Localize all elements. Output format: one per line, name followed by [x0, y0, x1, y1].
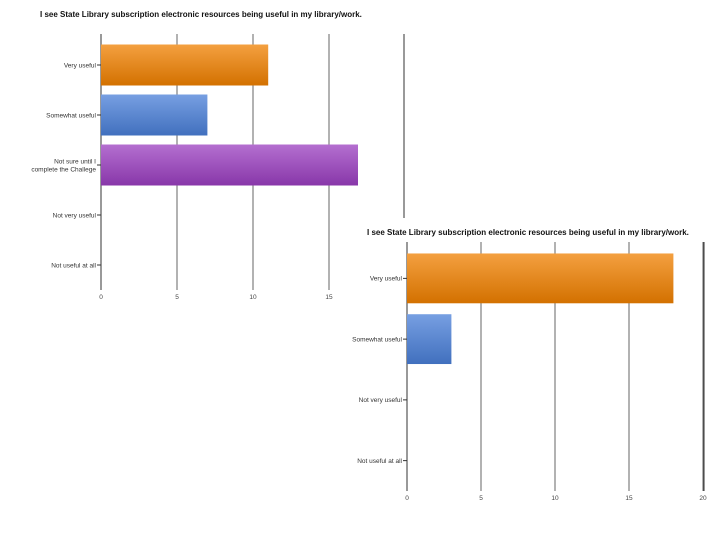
bar — [101, 94, 208, 136]
chart-1-plot: 0 5 10 15 Very useful Somewhat useful Not sure… — [31, 34, 405, 301]
x-tick-label: 10 — [249, 294, 257, 301]
bar — [407, 253, 674, 304]
bar — [101, 144, 358, 186]
x-tick-label: 5 — [175, 294, 179, 301]
category-label: Very useful — [64, 62, 97, 69]
bar — [407, 314, 452, 365]
category-label: Not useful at all — [357, 458, 402, 465]
bar — [101, 44, 269, 86]
category-label: Not very useful — [359, 397, 403, 404]
chart-1: I see State Library subscription electro… — [0, 0, 405, 310]
x-tick-label: 15 — [325, 294, 333, 301]
category-label: Somewhat useful — [352, 336, 402, 343]
chart-2-title: I see State Library subscription electro… — [367, 228, 689, 237]
category-label: Not useful at all — [51, 262, 96, 269]
category-label: Very useful — [370, 276, 403, 283]
category-label: Not very useful — [53, 212, 97, 219]
chart-2: I see State Library subscription electro… — [333, 218, 720, 508]
x-tick-label: 0 — [99, 294, 103, 301]
x-tick-label: 15 — [625, 495, 633, 502]
x-tick-label: 0 — [405, 495, 409, 502]
chart-1-title: I see State Library subscription electro… — [40, 10, 362, 19]
x-tick-label: 5 — [479, 495, 483, 502]
x-tick-label: 10 — [551, 495, 559, 502]
category-label: Somewhat useful — [46, 112, 96, 119]
chart-2-plot: 0 5 10 15 20 Very useful Somewhat useful Not ve… — [352, 242, 707, 502]
x-tick-label: 20 — [699, 495, 707, 502]
